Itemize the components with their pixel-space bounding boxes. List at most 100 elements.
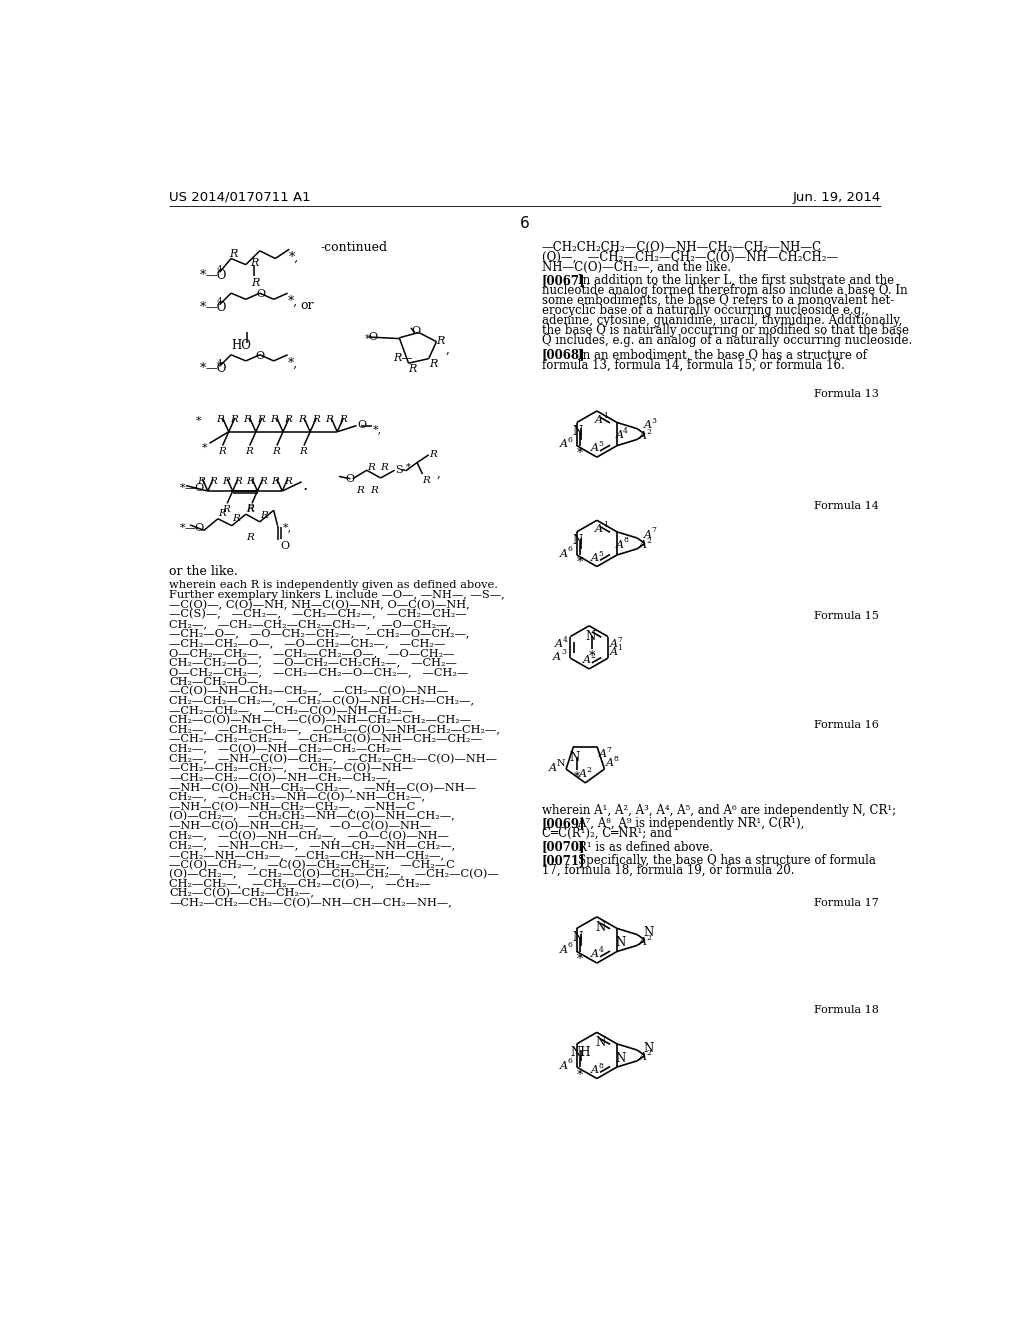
Text: A: A (583, 655, 591, 665)
Text: A⁷, A⁸, A⁹ is independently NR¹, C(R¹),: A⁷, A⁸, A⁹ is independently NR¹, C(R¹), (578, 817, 805, 830)
Text: 6: 6 (520, 216, 529, 231)
Text: —CH₂—CH₂—CH₂—C(O)—NH—CH—CH₂—NH—,: —CH₂—CH₂—CH₂—C(O)—NH—CH—CH₂—NH—, (169, 898, 452, 908)
Text: [0069]: [0069] (542, 817, 586, 830)
Text: 4: 4 (216, 264, 222, 273)
Text: A: A (599, 748, 606, 759)
Text: R: R (228, 249, 238, 259)
Text: 8: 8 (624, 536, 628, 544)
Text: R—: R— (393, 354, 413, 363)
Text: R: R (259, 478, 267, 486)
Text: 2: 2 (646, 537, 651, 545)
Text: O: O (257, 289, 266, 298)
Text: 5: 5 (598, 441, 603, 449)
Text: 4: 4 (562, 636, 567, 644)
Text: O: O (411, 326, 420, 337)
Text: NH: NH (570, 1047, 591, 1059)
Text: 2: 2 (587, 766, 592, 774)
Text: R: R (298, 414, 305, 424)
Text: CH₂—,   —CH₂CH₂—NH—C(O)—NH—CH₂—,: CH₂—, —CH₂CH₂—NH—C(O)—NH—CH₂—, (169, 792, 425, 803)
Text: R: R (197, 478, 205, 486)
Text: R: R (230, 414, 239, 424)
Text: Further exemplary linkers L include —O—, —NH—, —S—,: Further exemplary linkers L include —O—,… (169, 590, 505, 601)
Text: adenine, cytosine, guanidine, uracil, thymidine. Additionally,: adenine, cytosine, guanidine, uracil, th… (542, 314, 902, 327)
Text: *: * (180, 483, 185, 494)
Text: R: R (216, 414, 224, 424)
Text: Formula 15: Formula 15 (814, 611, 879, 622)
Text: A: A (615, 540, 624, 549)
Text: *: * (365, 334, 370, 345)
Text: R: R (244, 414, 251, 424)
Text: CH₂—,   —NH—C(O)—CH₂—,   —CH₂—CH₂—C(O)—NH—: CH₂—, —NH—C(O)—CH₂—, —CH₂—CH₂—C(O)—NH— (169, 754, 497, 764)
Text: R: R (299, 447, 307, 457)
Text: NH—C(O)—CH₂—, and the like.: NH—C(O)—CH₂—, and the like. (542, 261, 731, 273)
Text: Formula 17: Formula 17 (814, 898, 879, 908)
Text: —CH₂—CH₂—CH₂—,   —CH₂—C(O)—NH—CH₂—CH₂—: —CH₂—CH₂—CH₂—, —CH₂—C(O)—NH—CH₂—CH₂— (169, 734, 482, 744)
Text: 8: 8 (598, 1061, 603, 1069)
Text: N: N (595, 1036, 605, 1049)
Text: N: N (643, 1041, 653, 1055)
Text: (O)—CH₂—,   —CH₂CH₂—NH—C(O)—NH—CH₂—,: (O)—CH₂—, —CH₂CH₂—NH—C(O)—NH—CH₂—, (169, 812, 455, 822)
Text: R: R (218, 508, 225, 517)
Text: 2: 2 (646, 1049, 651, 1057)
Text: R: R (339, 414, 347, 424)
Text: [0071]: [0071] (542, 854, 586, 867)
Text: R: R (251, 277, 260, 288)
Text: 1: 1 (603, 521, 608, 529)
Text: Formula 16: Formula 16 (814, 721, 879, 730)
Text: CH₂—CH₂—CH₂—,   —CH₂—C(O)—NH—CH₂—CH₂—,: CH₂—CH₂—CH₂—, —CH₂—C(O)—NH—CH₂—CH₂—, (169, 696, 474, 706)
Text: wherein each R is independently given as defined above.: wherein each R is independently given as… (169, 581, 498, 590)
Text: *: * (197, 416, 202, 426)
Text: A: A (553, 652, 561, 661)
Text: 3: 3 (561, 648, 566, 656)
Text: R: R (218, 447, 225, 457)
Text: C═C(R¹)₂, C═NR¹; and: C═C(R¹)₂, C═NR¹; and (542, 826, 672, 840)
Text: CH₂—CH₂—O—,   —O—CH₂—CH₂CH₂—,   —CH₂—: CH₂—CH₂—O—, —O—CH₂—CH₂CH₂—, —CH₂— (169, 657, 457, 668)
Text: *: * (200, 268, 206, 281)
Text: A: A (595, 414, 603, 425)
Text: O: O (345, 474, 354, 484)
Text: HO: HO (231, 339, 251, 352)
Text: O: O (357, 420, 367, 430)
Text: A: A (643, 420, 651, 430)
Text: R: R (245, 447, 253, 457)
Text: R: R (284, 478, 292, 486)
Text: or the like.: or the like. (169, 565, 238, 578)
Text: CH₂—,   —CH₂—CH₂—CH₂—CH₂—,   —O—CH₂—,: CH₂—, —CH₂—CH₂—CH₂—CH₂—, —O—CH₂—, (169, 619, 452, 628)
Text: 4: 4 (216, 359, 222, 367)
Text: A: A (609, 639, 617, 649)
Text: —CH₂—CH₂—CH₂—,   —CH₂—C(O)—NH—: —CH₂—CH₂—CH₂—, —CH₂—C(O)—NH— (169, 763, 414, 774)
Text: A: A (643, 529, 651, 540)
Text: 7: 7 (606, 746, 611, 754)
Text: *: * (577, 447, 583, 461)
Text: A: A (639, 1052, 647, 1063)
Text: CH₂—CH₂—O—,: CH₂—CH₂—O—, (169, 677, 262, 686)
Text: R: R (311, 414, 319, 424)
Text: wherein A¹, A², A³, A⁴, A⁵, and A⁶ are independently N, CR¹;: wherein A¹, A², A³, A⁴, A⁵, and A⁶ are i… (542, 804, 896, 817)
Text: N: N (557, 759, 565, 768)
Text: R: R (409, 364, 417, 374)
Text: Formula 13: Formula 13 (814, 389, 879, 400)
Text: —CH₂—NH—CH₂—,   —CH₂—CH₂—NH—CH₂—,: —CH₂—NH—CH₂—, —CH₂—CH₂—NH—CH₂—, (169, 850, 444, 859)
Text: —C(O)—NH—CH₂—CH₂—,   —CH₂—C(O)—NH—: —C(O)—NH—CH₂—CH₂—, —CH₂—C(O)—NH— (169, 686, 449, 697)
Text: R: R (260, 511, 267, 520)
Text: —CH₂—CH₂—C(O)—NH—CH₂—CH₂—,: —CH₂—CH₂—C(O)—NH—CH₂—CH₂—, (169, 774, 391, 783)
Text: —CH₂—CH₂—,   —CH₂—C(O)—NH—CH₂—: —CH₂—CH₂—, —CH₂—C(O)—NH—CH₂— (169, 705, 414, 715)
Text: *: * (577, 953, 583, 966)
Text: S: S (395, 465, 403, 475)
Text: 6: 6 (567, 436, 572, 444)
Text: 7: 7 (617, 636, 623, 644)
Text: A: A (615, 430, 624, 440)
Text: 6: 6 (567, 545, 572, 553)
Text: CH₂—CH₂—,   —CH₂—CH₂—C(O)—,   —CH₂—: CH₂—CH₂—, —CH₂—CH₂—C(O)—, —CH₂— (169, 879, 431, 890)
Text: 7: 7 (651, 527, 656, 535)
Text: R: R (272, 447, 280, 457)
Text: —C(O)—, C(O)—NH, NH—C(O)—NH, O—C(O)—NH,: —C(O)—, C(O)—NH, NH—C(O)—NH, O—C(O)—NH, (169, 599, 470, 610)
Text: In an embodiment, the base Q has a structure of: In an embodiment, the base Q has a struc… (578, 348, 866, 362)
Text: R: R (246, 504, 254, 513)
Text: N: N (572, 425, 583, 438)
Text: nucleotide analog formed therefrom also include a base Q. In: nucleotide analog formed therefrom also … (542, 284, 907, 297)
Text: A: A (555, 639, 563, 649)
Text: R: R (429, 359, 437, 370)
Text: N: N (572, 931, 583, 944)
Text: R: R (247, 478, 254, 486)
